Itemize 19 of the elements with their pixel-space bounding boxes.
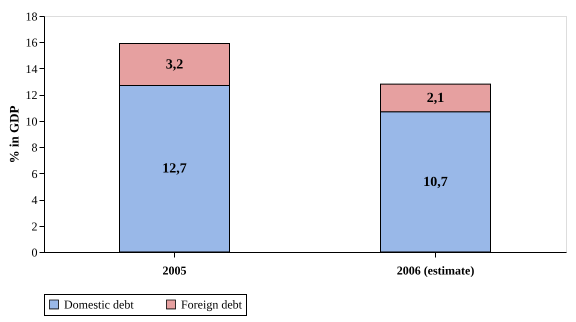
data-label: 2,1 [426, 90, 444, 106]
y-tick-label: 12 [26, 88, 38, 102]
y-tick-label: 2 [32, 219, 38, 234]
data-label: 3,2 [166, 58, 184, 73]
y-tick-label: 18 [26, 10, 38, 24]
legend-label: Foreign debt [181, 297, 243, 312]
x-tick-label: 2006 (estimate) [396, 264, 474, 278]
y-tick-label: 6 [32, 166, 38, 181]
y-tick-label: 16 [26, 36, 38, 50]
y-tick-label: 14 [26, 62, 38, 76]
y-axis-title: % in GDP [6, 106, 22, 164]
x-tick-label: 2005 [162, 264, 186, 278]
y-tick-label: 8 [32, 140, 38, 155]
data-label: 12,7 [162, 162, 187, 177]
y-tick-label: 0 [32, 246, 38, 260]
data-label: 10,7 [423, 174, 448, 190]
legend-label: Domestic debt [64, 297, 134, 312]
y-tick-label: 10 [26, 114, 38, 128]
y-tick-label: 4 [32, 193, 38, 208]
